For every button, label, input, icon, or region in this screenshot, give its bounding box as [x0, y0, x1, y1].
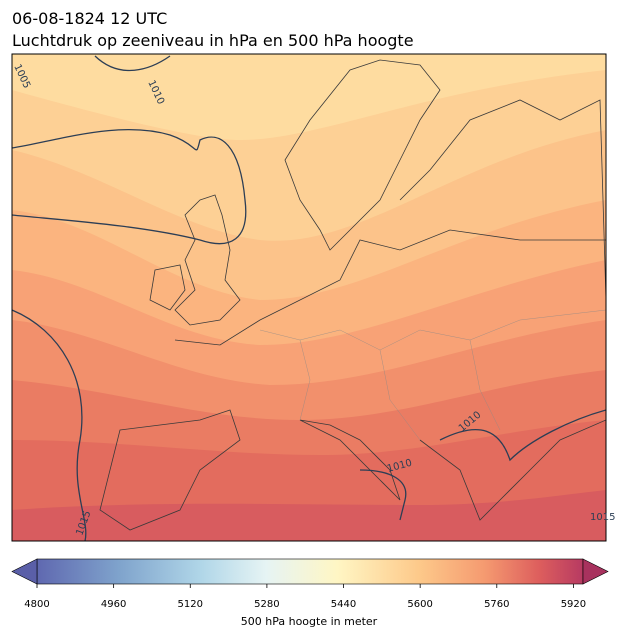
- contour-label: 1015: [590, 512, 615, 523]
- subtitle: Luchtdruk op zeeniveau in hPa en 500 hPa…: [12, 31, 414, 50]
- colorbar-tick-label: 4800: [24, 599, 49, 610]
- colorbar-tick-label: 5920: [561, 599, 586, 610]
- colorbar-tick-label: 5120: [178, 599, 203, 610]
- colorbar-tick-label: 4960: [101, 599, 126, 610]
- colorbar: [11, 558, 609, 585]
- map-frame: [11, 53, 607, 542]
- colorbar-tick-label: 5600: [407, 599, 432, 610]
- colorbar-bar: [36, 558, 584, 585]
- title: 06-08-1824 12 UTC: [12, 9, 167, 28]
- colorbar-tick-label: 5280: [254, 599, 279, 610]
- colorbar-tick-label: 5760: [484, 599, 509, 610]
- colorbar-tick-label: 5440: [331, 599, 356, 610]
- colorbar-extend-low: [11, 558, 38, 585]
- colorbar-ticks: 4800 4960 5120 5280 5440 5600 5760 5920: [24, 584, 586, 610]
- colorbar-extend-high: [582, 558, 609, 585]
- map: [12, 54, 606, 541]
- colorbar-label: 500 hPa hoogte in meter: [241, 615, 378, 628]
